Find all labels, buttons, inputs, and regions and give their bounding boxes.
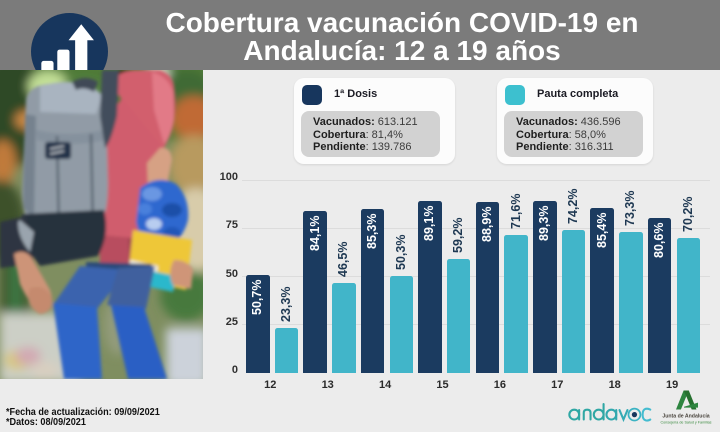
svg-text:Junta de Andalucía: Junta de Andalucía — [662, 414, 709, 420]
svg-text:Consejería de Salud y Familias: Consejería de Salud y Familias — [660, 421, 711, 425]
